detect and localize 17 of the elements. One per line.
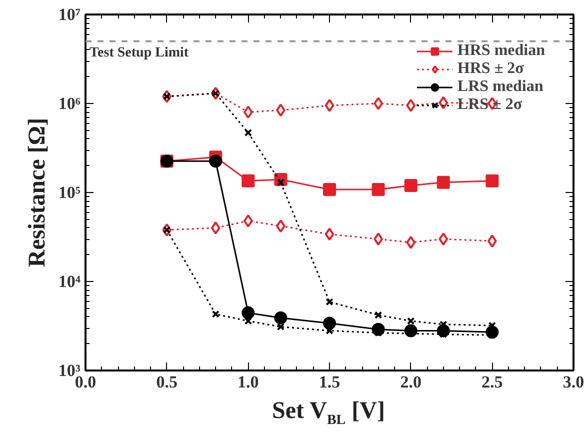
y-axis-title: Resistance [Ω] xyxy=(24,118,50,268)
legend-label: HRS ± 2σ xyxy=(457,60,524,78)
x-tick-label: 0.5 xyxy=(156,372,178,392)
x-tick-label: 2.5 xyxy=(482,372,503,392)
x-tick-label: 2.0 xyxy=(400,372,422,392)
legend-label: LRS median xyxy=(457,78,544,96)
y-tick-label: 10⁵ xyxy=(58,183,81,202)
x-tick-label: 1.5 xyxy=(318,372,340,392)
y-tick-label: 10⁶ xyxy=(58,94,81,113)
x-tick-label: 0.0 xyxy=(74,372,96,392)
y-tick-label: 10⁷ xyxy=(58,5,81,24)
legend-label: HRS median xyxy=(457,42,545,60)
x-axis-title: Set V$_{BL}$ [V] xyxy=(272,397,385,430)
ref-line-label: Test Setup Limit xyxy=(90,45,189,60)
x-tick-label: 1.0 xyxy=(238,372,259,392)
y-tick-label: 10⁴ xyxy=(58,272,81,291)
x-tick-label: 3.0 xyxy=(562,372,584,392)
